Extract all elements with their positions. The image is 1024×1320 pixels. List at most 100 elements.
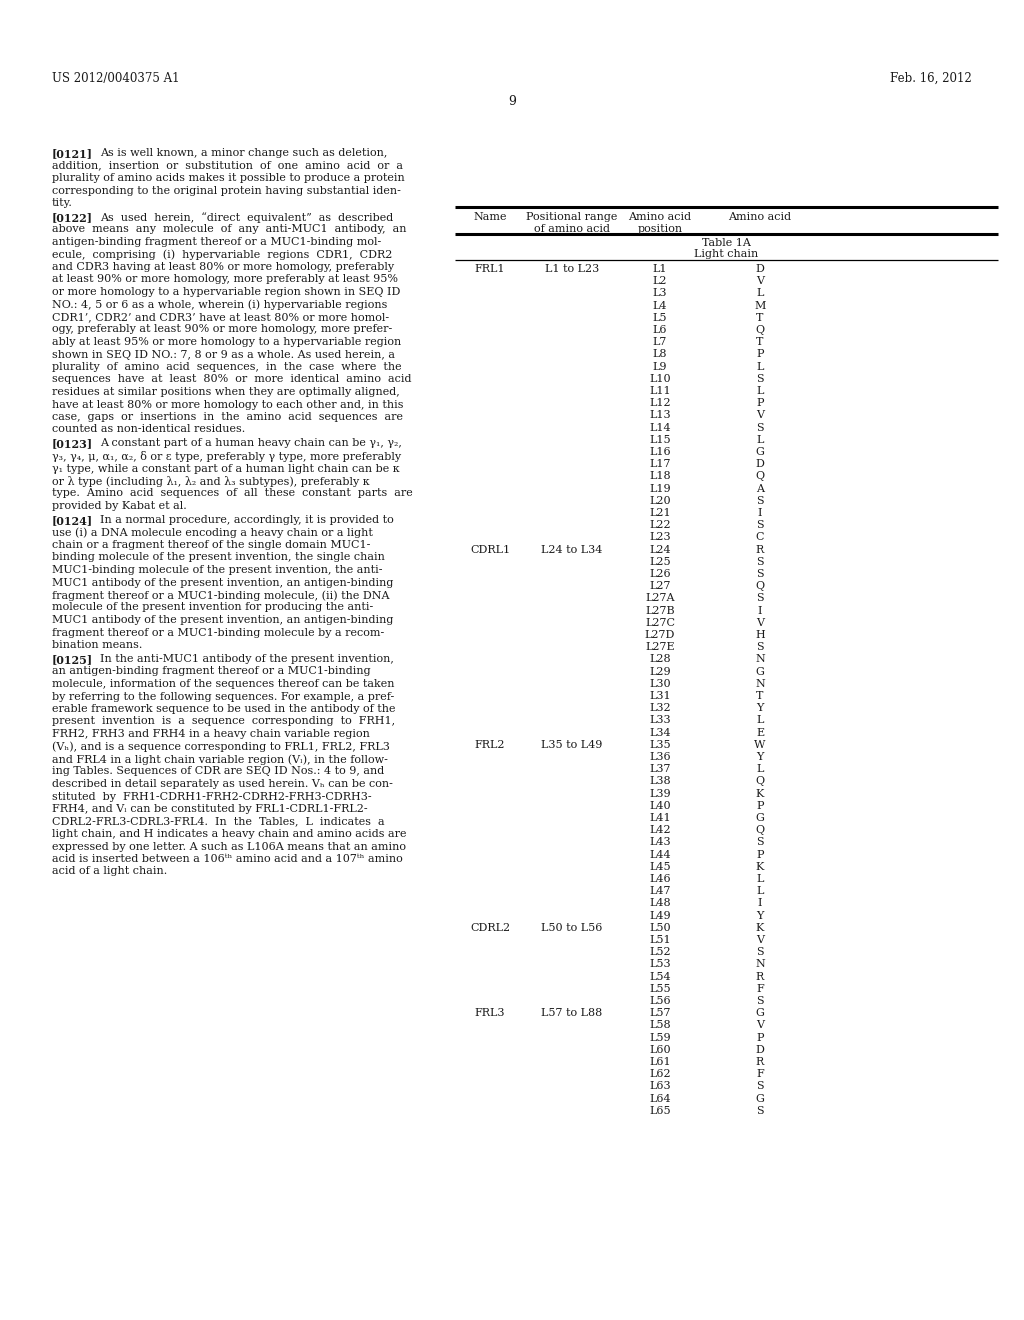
Text: acid of a light chain.: acid of a light chain.	[52, 866, 167, 876]
Text: ably at least 95% or more homology to a hypervariable region: ably at least 95% or more homology to a …	[52, 337, 401, 347]
Text: 9: 9	[508, 95, 516, 108]
Text: L: L	[757, 715, 764, 726]
Text: S: S	[756, 594, 764, 603]
Text: L12: L12	[649, 399, 671, 408]
Text: plurality  of  amino  acid  sequences,  in  the  case  where  the: plurality of amino acid sequences, in th…	[52, 362, 401, 372]
Text: binding molecule of the present invention, the single chain: binding molecule of the present inventio…	[52, 553, 385, 562]
Text: or λ type (including λ₁, λ₂ and λ₃ subtypes), preferably κ: or λ type (including λ₁, λ₂ and λ₃ subty…	[52, 477, 370, 487]
Text: γ₁ type, while a constant part of a human light chain can be κ: γ₁ type, while a constant part of a huma…	[52, 463, 399, 474]
Text: L38: L38	[649, 776, 671, 787]
Text: Y: Y	[757, 911, 764, 920]
Text: molecule, information of the sequences thereof can be taken: molecule, information of the sequences t…	[52, 678, 394, 689]
Text: type.  Amino  acid  sequences  of  all  these  constant  parts  are: type. Amino acid sequences of all these …	[52, 488, 413, 499]
Text: γ₃, γ₄, μ, α₁, α₂, δ or ε type, preferably γ type, more preferably: γ₃, γ₄, μ, α₁, α₂, δ or ε type, preferab…	[52, 451, 401, 462]
Text: G: G	[756, 667, 765, 677]
Text: L15: L15	[649, 434, 671, 445]
Text: CDR1’, CDR2’ and CDR3’ have at least 80% or more homol-: CDR1’, CDR2’ and CDR3’ have at least 80%…	[52, 312, 389, 322]
Text: P: P	[757, 1032, 764, 1043]
Text: As  used  herein,  “direct  equivalent”  as  described: As used herein, “direct equivalent” as d…	[100, 213, 393, 223]
Text: L35: L35	[649, 739, 671, 750]
Text: Light chain: Light chain	[694, 249, 759, 259]
Text: ing Tables. Sequences of CDR are SEQ ID Nos.: 4 to 9, and: ing Tables. Sequences of CDR are SEQ ID …	[52, 767, 384, 776]
Text: FRL1: FRL1	[475, 264, 505, 275]
Text: L27A: L27A	[645, 594, 675, 603]
Text: MUC1-binding molecule of the present invention, the anti-: MUC1-binding molecule of the present inv…	[52, 565, 383, 576]
Text: L19: L19	[649, 483, 671, 494]
Text: L1: L1	[652, 264, 668, 275]
Text: L1 to L23: L1 to L23	[545, 264, 599, 275]
Text: P: P	[757, 350, 764, 359]
Text: L4: L4	[652, 301, 668, 310]
Text: L50: L50	[649, 923, 671, 933]
Text: Q: Q	[756, 776, 765, 787]
Text: L: L	[757, 764, 764, 775]
Text: S: S	[756, 569, 764, 579]
Text: L27: L27	[649, 581, 671, 591]
Text: L21: L21	[649, 508, 671, 517]
Text: S: S	[756, 520, 764, 531]
Text: S: S	[756, 1106, 764, 1115]
Text: L27E: L27E	[645, 643, 675, 652]
Text: L53: L53	[649, 960, 671, 969]
Text: G: G	[756, 1008, 765, 1018]
Text: N: N	[755, 678, 765, 689]
Text: Amino acid: Amino acid	[728, 213, 792, 222]
Text: M: M	[755, 301, 766, 310]
Text: L23: L23	[649, 532, 671, 543]
Text: L: L	[757, 385, 764, 396]
Text: P: P	[757, 801, 764, 810]
Text: L36: L36	[649, 752, 671, 762]
Text: D: D	[756, 459, 765, 469]
Text: US 2012/0040375 A1: US 2012/0040375 A1	[52, 73, 179, 84]
Text: L45: L45	[649, 862, 671, 871]
Text: L26: L26	[649, 569, 671, 579]
Text: L5: L5	[652, 313, 668, 323]
Text: expressed by one letter. A such as L106A means that an amino: expressed by one letter. A such as L106A…	[52, 842, 406, 851]
Text: L28: L28	[649, 655, 671, 664]
Text: L50 to L56: L50 to L56	[542, 923, 603, 933]
Text: I: I	[758, 508, 762, 517]
Text: A constant part of a human heavy chain can be γ₁, γ₂,: A constant part of a human heavy chain c…	[100, 438, 401, 449]
Text: L14: L14	[649, 422, 671, 433]
Text: L52: L52	[649, 948, 671, 957]
Text: Table 1A: Table 1A	[702, 238, 751, 248]
Text: R: R	[756, 545, 764, 554]
Text: Y: Y	[757, 704, 764, 713]
Text: K: K	[756, 923, 764, 933]
Text: fragment thereof or a MUC1-binding molecule, (ii) the DNA: fragment thereof or a MUC1-binding molec…	[52, 590, 389, 601]
Text: plurality of amino acids makes it possible to produce a protein: plurality of amino acids makes it possib…	[52, 173, 404, 183]
Text: residues at similar positions when they are optimally aligned,: residues at similar positions when they …	[52, 387, 399, 397]
Text: [0121]: [0121]	[52, 148, 93, 158]
Text: L41: L41	[649, 813, 671, 822]
Text: acid is inserted between a 106ᵗʰ amino acid and a 107ᵗʰ amino: acid is inserted between a 106ᵗʰ amino a…	[52, 854, 402, 865]
Text: Positional range
of amino acid: Positional range of amino acid	[526, 213, 617, 235]
Text: S: S	[756, 374, 764, 384]
Text: L48: L48	[649, 899, 671, 908]
Text: Q: Q	[756, 581, 765, 591]
Text: tity.: tity.	[52, 198, 73, 209]
Text: FRL2: FRL2	[475, 739, 505, 750]
Text: by referring to the following sequences. For example, a pref-: by referring to the following sequences.…	[52, 692, 394, 701]
Text: P: P	[757, 399, 764, 408]
Text: Amino acid
position: Amino acid position	[629, 213, 691, 235]
Text: L40: L40	[649, 801, 671, 810]
Text: L: L	[757, 362, 764, 372]
Text: T: T	[757, 313, 764, 323]
Text: shown in SEQ ID NO.: 7, 8 or 9 as a whole. As used herein, a: shown in SEQ ID NO.: 7, 8 or 9 as a whol…	[52, 350, 395, 359]
Text: A: A	[756, 483, 764, 494]
Text: L6: L6	[652, 325, 668, 335]
Text: L35 to L49: L35 to L49	[542, 739, 603, 750]
Text: sequences  have  at  least  80%  or  more  identical  amino  acid: sequences have at least 80% or more iden…	[52, 375, 412, 384]
Text: Y: Y	[757, 752, 764, 762]
Text: S: S	[756, 422, 764, 433]
Text: [0122]: [0122]	[52, 213, 93, 223]
Text: L20: L20	[649, 496, 671, 506]
Text: L30: L30	[649, 678, 671, 689]
Text: L59: L59	[649, 1032, 671, 1043]
Text: CDRL1: CDRL1	[470, 545, 510, 554]
Text: S: S	[756, 948, 764, 957]
Text: L16: L16	[649, 447, 671, 457]
Text: described in detail separately as used herein. Vₕ can be con-: described in detail separately as used h…	[52, 779, 393, 789]
Text: Q: Q	[756, 325, 765, 335]
Text: L37: L37	[649, 764, 671, 775]
